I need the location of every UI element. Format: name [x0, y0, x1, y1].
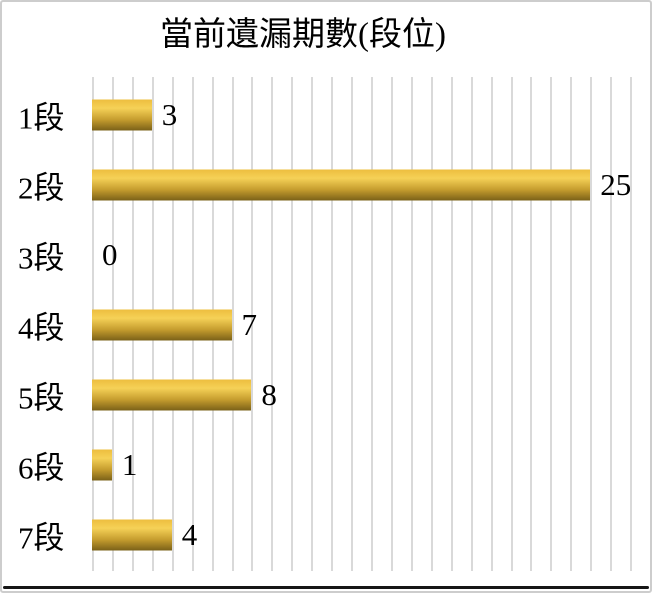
- chart-title: 當前遺漏期數(段位): [160, 17, 446, 53]
- bar: [92, 519, 172, 551]
- grid-line: [271, 77, 274, 571]
- grid-line: [490, 77, 493, 571]
- grid-line: [510, 77, 513, 571]
- window-bottom-edge: [3, 586, 649, 589]
- plot-area: 1段 3 2段 25 3段 0 4段 7 5段 8 6段 1 7段 4: [2, 77, 650, 571]
- category-label: 3段: [18, 240, 65, 276]
- grid-line: [570, 77, 573, 571]
- bar: [92, 99, 152, 131]
- grid-line: [450, 77, 453, 571]
- grid-line: [311, 77, 314, 571]
- chart-row: 5段 8: [2, 360, 650, 430]
- value-label: 7: [241, 307, 258, 342]
- grid-line: [390, 77, 393, 571]
- category-label: 1段: [18, 100, 65, 136]
- chart-row: 7段 4: [2, 500, 650, 570]
- chart-row: 1段 3: [2, 80, 650, 150]
- value-label: 3: [161, 97, 178, 132]
- category-label: 2段: [18, 170, 65, 206]
- grid-line: [610, 77, 613, 571]
- grid-line: [251, 77, 254, 571]
- bar: [92, 169, 591, 201]
- value-label: 4: [181, 517, 198, 552]
- value-label: 1: [121, 447, 138, 482]
- category-label: 6段: [18, 450, 65, 486]
- grid-line: [410, 77, 413, 571]
- grid-line: [331, 77, 334, 571]
- grid-line: [630, 77, 633, 571]
- bar: [92, 449, 112, 481]
- chart-row: 2段 25: [2, 150, 650, 220]
- grid-line: [351, 77, 354, 571]
- category-label: 4段: [18, 310, 65, 346]
- category-label: 7段: [18, 520, 65, 556]
- chart-row: 6段 1: [2, 430, 650, 500]
- bar: [92, 309, 232, 341]
- grid-line: [550, 77, 553, 571]
- grid-line: [291, 77, 294, 571]
- value-label: 8: [261, 377, 277, 412]
- grid-line: [231, 77, 234, 571]
- grid-line: [430, 77, 433, 571]
- value-label: 0: [102, 237, 118, 272]
- category-label: 5段: [18, 380, 65, 416]
- chart-row: 3段 0: [2, 220, 650, 290]
- grid-line: [590, 77, 593, 571]
- value-label: 25: [600, 167, 632, 202]
- chart-row: 4段 7: [2, 290, 650, 360]
- grid-line: [371, 77, 373, 571]
- bar: [92, 379, 252, 411]
- grid-line: [470, 77, 473, 571]
- grid-line: [530, 77, 533, 571]
